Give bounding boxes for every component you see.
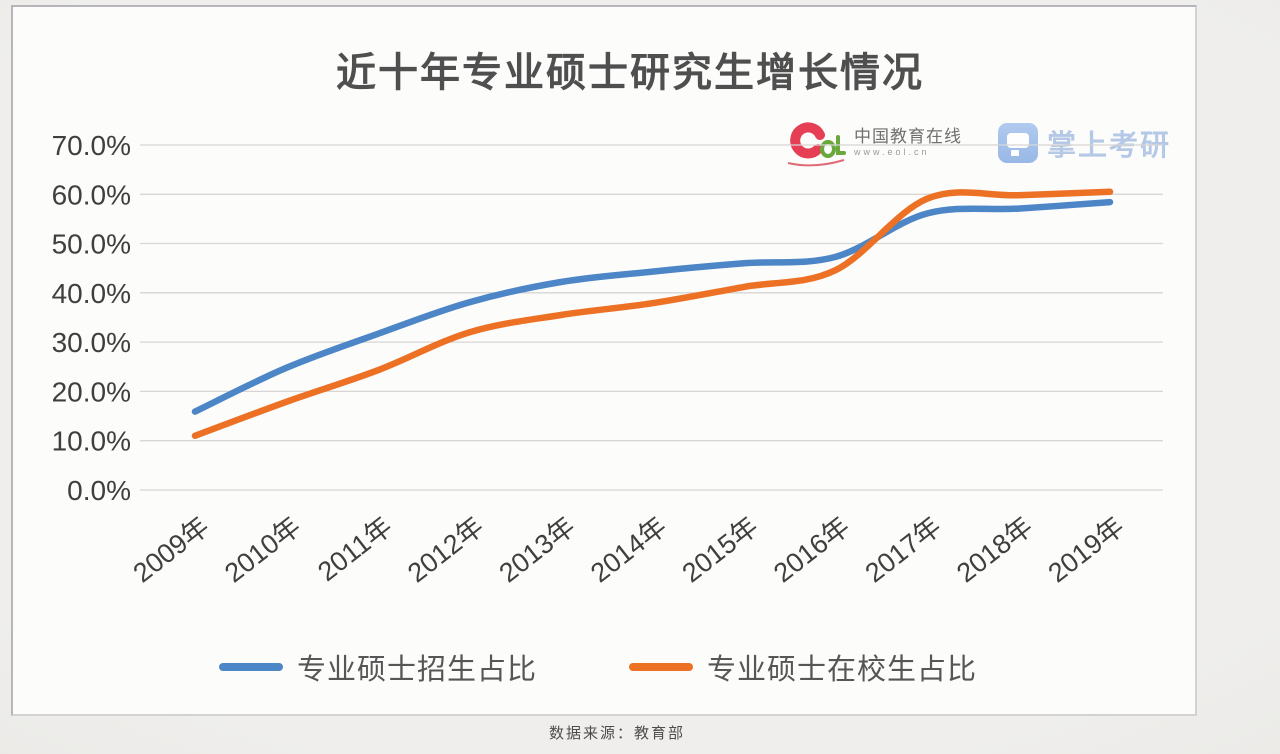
legend-label-enrollment-share: 专业硕士招生占比 xyxy=(296,654,537,686)
chart-title: 近十年专业硕士研究生增长情况 xyxy=(336,51,924,95)
eol-logo-url: www.eol.cn xyxy=(854,147,930,158)
chart-panel xyxy=(11,5,1197,716)
y-axis-tick-label: 40.0% xyxy=(52,278,131,309)
x-axis-tick-label: 2017年 xyxy=(860,511,947,588)
y-axis-labels: 0.0% 10.0% 20.0% 30.0% 40.0% 50.0% 60.0% 70.0% xyxy=(52,130,131,506)
data-source-note: 数据来源：教育部 xyxy=(548,725,685,742)
y-axis-tick-label: 60.0% xyxy=(52,179,131,210)
eol-logo-icon xyxy=(787,122,846,167)
legend-swatch-enrollment-share xyxy=(218,663,283,671)
x-axis-tick-label: 2013年 xyxy=(494,511,581,588)
series-line-enrollment-share xyxy=(191,198,1114,415)
y-axis-tick-label: 10.0% xyxy=(52,426,131,457)
y-axis-tick-label: 70.0% xyxy=(52,130,131,161)
x-axis-tick-label: 2014年 xyxy=(585,511,672,588)
legend-swatch-enrolled-students-share xyxy=(629,663,693,671)
branding-row: 中国教育在线 www.eol.cn 掌上考研 xyxy=(786,116,1171,170)
x-axis-tick-label: 2016年 xyxy=(768,511,855,588)
eol-logo-text: 中国教育在线 www.eol.cn xyxy=(854,126,962,159)
legend-label-enrolled-students-share: 专业硕士在校生占比 xyxy=(707,654,978,686)
x-axis-labels: 2009年 2010年 2011年 2012年 2013年 2014年 2015年 2016年… xyxy=(128,511,1130,588)
y-axis-tick-label: 20.0% xyxy=(52,376,131,407)
legend-item-enrollment-share: 专业硕士招生占比 xyxy=(218,646,537,688)
x-axis-tick-label: 2009年 xyxy=(128,511,215,588)
x-axis-tick-label: 2019年 xyxy=(1043,511,1130,588)
y-axis-tick-label: 0.0% xyxy=(67,475,131,506)
x-axis-tick-label: 2012年 xyxy=(402,511,489,588)
gridlines xyxy=(140,144,1163,491)
eol-logo: 中国教育在线 www.eol.cn xyxy=(786,119,962,167)
x-axis-tick-label: 2018年 xyxy=(951,511,1038,588)
x-axis-tick-label: 2010年 xyxy=(219,511,306,588)
chart-legend: 专业硕士招生占比 专业硕士在校生占比 xyxy=(0,646,1196,688)
kaoyan-logo-name: 掌上考研 xyxy=(1047,130,1172,162)
legend-item-enrolled-students-share: 专业硕士在校生占比 xyxy=(629,646,977,688)
y-axis-tick-label: 50.0% xyxy=(52,229,131,260)
kaoyan-app-icon xyxy=(998,123,1038,163)
x-axis-tick-label: 2011年 xyxy=(312,511,398,587)
series-line-enrolled-students-share xyxy=(191,188,1114,440)
y-axis-tick-label: 30.0% xyxy=(52,327,131,358)
x-axis-tick-label: 2015年 xyxy=(677,511,764,588)
zhangshang-kaoyan-logo: 掌上考研 xyxy=(998,122,1171,164)
eol-logo-name: 中国教育在线 xyxy=(854,126,962,146)
